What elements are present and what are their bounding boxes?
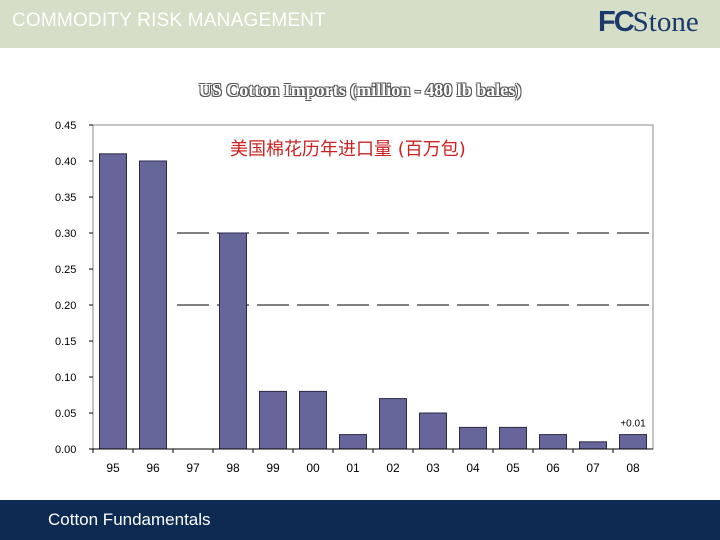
y-tick-label: 0.05 <box>55 408 76 420</box>
footer-label: Cotton Fundamentals <box>48 510 211 529</box>
header-bar: COMMODITY RISK MANAGEMENT FCStone <box>0 0 720 48</box>
bar <box>99 153 127 450</box>
bar <box>459 426 487 450</box>
x-tick-label: 04 <box>466 461 480 475</box>
x-tick-label: 05 <box>506 461 520 475</box>
y-tick-label: 0.30 <box>55 228 76 240</box>
bar <box>619 434 647 450</box>
bar <box>579 441 607 450</box>
y-tick-label: 0.15 <box>55 336 76 348</box>
x-tick-label: 98 <box>226 461 240 475</box>
y-tick-label: 0.35 <box>55 192 76 204</box>
y-tick-label: 0.40 <box>55 156 76 168</box>
footer-bar: Cotton Fundamentals <box>0 500 720 540</box>
bar <box>499 426 527 450</box>
bar <box>539 434 567 450</box>
bar <box>379 398 407 450</box>
y-tick-label: 0.25 <box>55 264 76 276</box>
bar-chart: 0.00 0.05 0.10 0.15 0.20 0.25 0.30 0.35 0.40 0.45… <box>55 120 654 475</box>
data-annotation: +0.01 <box>620 419 646 430</box>
logo-bold-text: FC <box>598 6 635 38</box>
chart-title: US Cotton Imports (million - 480 lb bale… <box>198 80 522 100</box>
x-tick-label: 03 <box>426 461 440 475</box>
x-tick-label: 08 <box>626 461 640 475</box>
chart-subtitle: 美国棉花历年进口量 (百万包) <box>230 139 466 160</box>
bar <box>339 434 367 450</box>
x-tick-label: 01 <box>346 461 360 475</box>
x-tick-label: 96 <box>146 461 160 475</box>
x-tick-label: 97 <box>186 461 200 475</box>
logo-text: Stone <box>632 6 699 38</box>
x-tick-label: 00 <box>306 461 320 475</box>
y-tick-label: 0.10 <box>55 372 76 384</box>
x-tick-label: 07 <box>586 461 600 475</box>
x-tick-label: 99 <box>266 461 280 475</box>
y-tick-label: 0.20 <box>55 300 76 312</box>
bar <box>219 232 247 450</box>
x-tick-label: 02 <box>386 461 400 475</box>
plot-frame <box>92 124 654 450</box>
bar <box>139 160 167 450</box>
fcstone-logo: FCStone <box>598 6 699 39</box>
y-tick-label: 0.00 <box>55 444 76 456</box>
bar <box>259 390 287 450</box>
header-title: COMMODITY RISK MANAGEMENT <box>12 10 326 31</box>
x-tick-label: 95 <box>106 461 120 475</box>
y-tick-label: 0.45 <box>55 120 76 132</box>
x-tick-label: 06 <box>546 461 560 475</box>
bar <box>299 390 327 450</box>
bar <box>419 412 447 450</box>
